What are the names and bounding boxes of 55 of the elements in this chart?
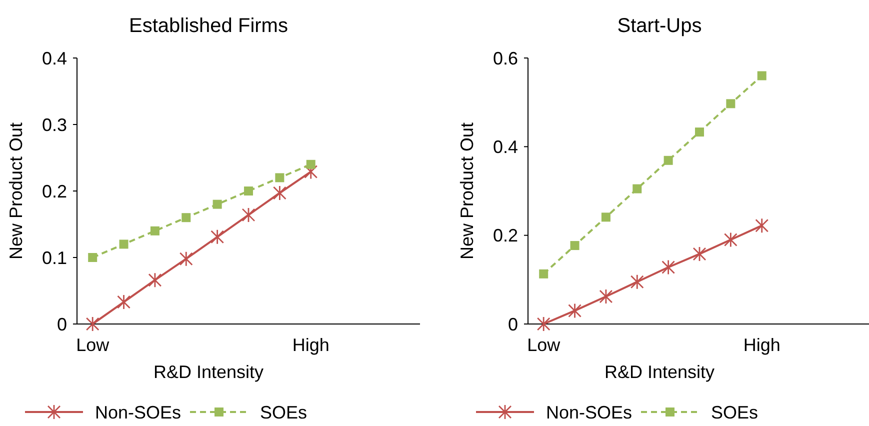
legend-label: SOEs bbox=[711, 402, 758, 422]
point bbox=[692, 246, 706, 262]
y-axis-title: New Product Out bbox=[6, 122, 26, 260]
x-tick-label: High bbox=[743, 335, 780, 355]
y-tick-label: 0.2 bbox=[42, 181, 67, 202]
point bbox=[662, 260, 676, 275]
x-tick-label: High bbox=[292, 335, 330, 355]
y-tick-label: 0.2 bbox=[492, 226, 518, 246]
point bbox=[695, 128, 704, 137]
y-tick-label: 0.1 bbox=[42, 248, 67, 268]
legend-label: Non-SOEs bbox=[95, 402, 182, 422]
point bbox=[599, 288, 613, 304]
point bbox=[632, 184, 642, 194]
point bbox=[755, 218, 769, 234]
y-axis-title: New Product Out bbox=[457, 122, 477, 260]
point bbox=[757, 71, 766, 80]
legend-label: Non-SOEs bbox=[546, 402, 632, 422]
point bbox=[86, 316, 100, 332]
y-tick-label: 0.4 bbox=[42, 48, 67, 68]
y-tick-label: 0.3 bbox=[42, 114, 67, 135]
point bbox=[88, 253, 98, 262]
point bbox=[242, 207, 256, 223]
point bbox=[536, 316, 550, 332]
point bbox=[304, 164, 318, 180]
point bbox=[212, 200, 222, 209]
point bbox=[539, 269, 548, 278]
point bbox=[117, 294, 130, 310]
x-axis-title: R&D Intensity bbox=[604, 362, 715, 382]
x-axis-title: R&D Intensity bbox=[153, 362, 264, 382]
point bbox=[272, 185, 286, 201]
point bbox=[182, 213, 191, 222]
point bbox=[570, 241, 580, 250]
point bbox=[179, 251, 193, 267]
point bbox=[568, 303, 582, 318]
point bbox=[119, 240, 128, 249]
legend-label: SOEs bbox=[260, 402, 308, 422]
y-tick-label: 0 bbox=[508, 314, 518, 334]
chart-title: Start-Ups bbox=[617, 15, 702, 37]
chart-title: Established Firms bbox=[129, 15, 288, 37]
y-tick-label: 0 bbox=[56, 314, 67, 334]
point bbox=[306, 160, 316, 169]
x-tick-label: Low bbox=[76, 335, 110, 355]
point bbox=[275, 173, 284, 182]
point bbox=[724, 232, 738, 248]
point bbox=[150, 226, 160, 236]
y-tick-label: 0.6 bbox=[492, 48, 518, 68]
x-tick-label: Low bbox=[527, 335, 562, 355]
point bbox=[210, 229, 224, 245]
point bbox=[244, 186, 253, 196]
point bbox=[601, 212, 610, 222]
point bbox=[148, 272, 162, 288]
y-tick-label: 0.4 bbox=[492, 136, 518, 157]
point bbox=[664, 156, 673, 165]
point bbox=[630, 274, 644, 290]
point bbox=[726, 99, 736, 108]
